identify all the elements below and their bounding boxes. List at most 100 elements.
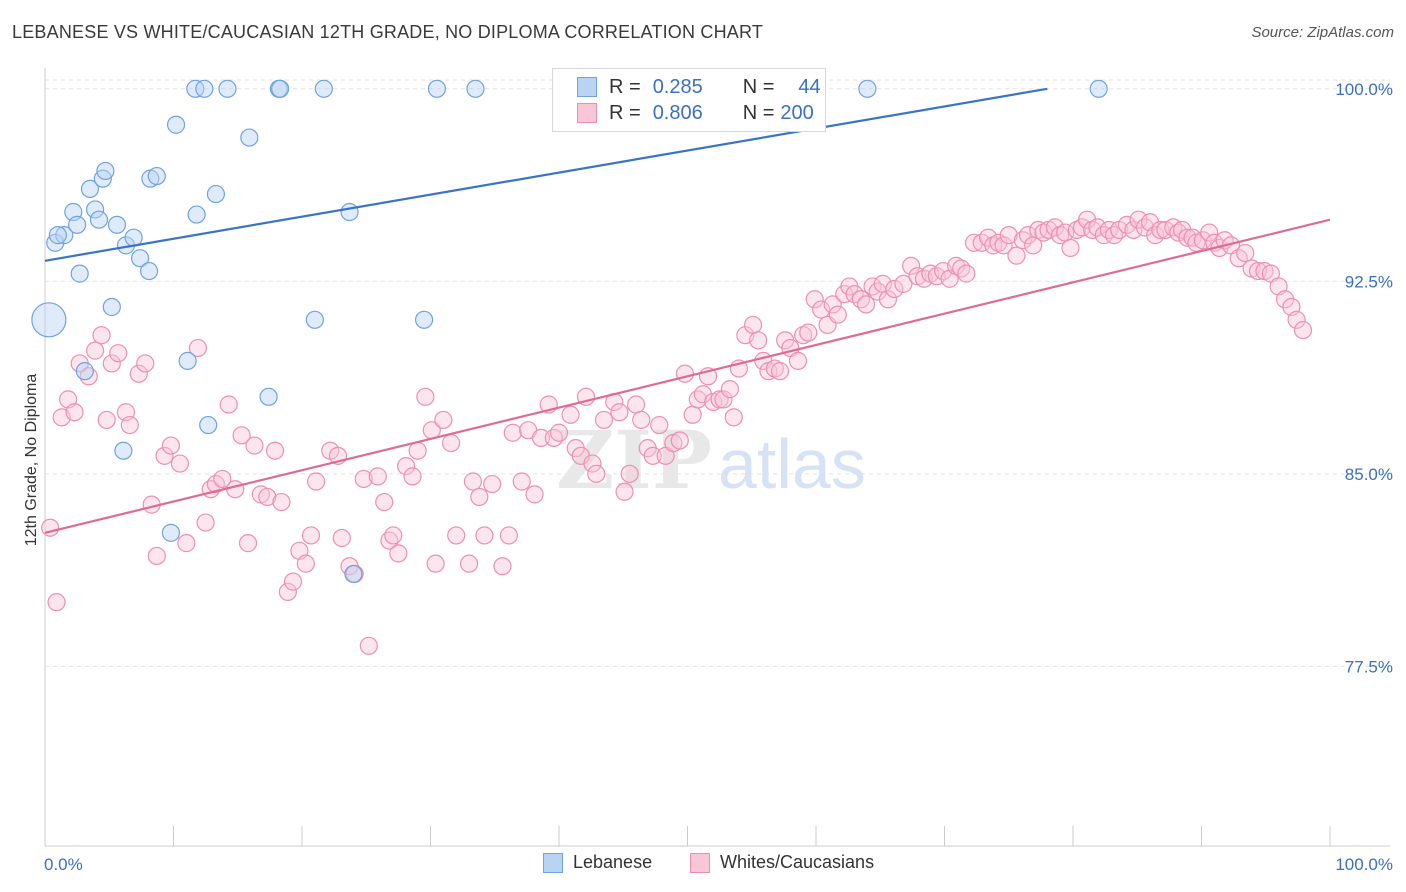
white-point (512, 472, 531, 491)
white-point (155, 446, 174, 465)
lebanese-point (858, 79, 877, 98)
legend-n-label: N = (742, 75, 775, 98)
white-point (693, 385, 713, 404)
white-point (434, 410, 453, 430)
white-point (828, 305, 847, 324)
white-point (894, 274, 913, 293)
white-point (389, 544, 408, 563)
white-point (426, 554, 445, 573)
white-point (720, 380, 740, 399)
white-point (620, 464, 639, 483)
white-point (610, 403, 629, 422)
white-point (1146, 226, 1165, 245)
white-point (770, 362, 790, 381)
white-point (92, 326, 111, 345)
white-point (272, 492, 291, 512)
white-point (805, 290, 824, 309)
white-point (188, 338, 208, 358)
x-tick-label: 0.0% (44, 855, 83, 874)
legend-item-whites[interactable]: Whites/Caucasians (690, 852, 874, 873)
lebanese-point (130, 249, 150, 268)
white-point (1013, 231, 1032, 250)
lebanese-point (195, 79, 214, 98)
white-point (878, 290, 898, 309)
white-point (265, 441, 285, 460)
white-point (1135, 218, 1155, 237)
white-point (615, 482, 634, 501)
white-point (749, 331, 768, 350)
lebanese-point (31, 302, 67, 338)
legend-swatch-lebanese (543, 852, 563, 873)
white-point (650, 415, 669, 435)
white-point (97, 410, 116, 430)
trend-line-whites (44, 218, 1331, 534)
white-point (219, 395, 238, 414)
white-point (688, 390, 707, 409)
white-point (354, 469, 373, 489)
white-point (129, 364, 148, 383)
lebanese-point (166, 115, 186, 134)
white-point (675, 364, 695, 383)
white-point (307, 472, 326, 491)
white-point (632, 410, 651, 430)
trend-lines (44, 87, 1331, 534)
white-point (683, 405, 702, 424)
white-point (863, 277, 882, 296)
white-point (396, 457, 416, 476)
white-point (788, 351, 808, 370)
lebanese-point (107, 215, 127, 234)
white-point (503, 423, 522, 442)
y-tick-label: 77.5% (1345, 657, 1393, 676)
white-point (957, 264, 976, 283)
white-point (283, 572, 303, 591)
watermark-atlas: atlas (718, 425, 866, 503)
lebanese-point (206, 184, 226, 204)
source-label: Source: ZipAtlas.com (1251, 24, 1394, 41)
white-point (470, 487, 489, 507)
lebanese-point (314, 79, 333, 98)
legend-n-value-whites: 200 (780, 101, 814, 124)
white-point (170, 454, 190, 473)
white-point (441, 433, 461, 453)
lebanese-point (427, 79, 447, 98)
white-point (384, 526, 403, 545)
white-point (525, 485, 544, 504)
lebanese-point (114, 441, 133, 460)
white-point (794, 326, 813, 345)
white-point (885, 279, 904, 299)
lebanese-point (199, 415, 218, 435)
trend-line-lebanese (44, 87, 1048, 262)
watermark: ZIP atlas (556, 413, 866, 507)
white-point (643, 446, 662, 465)
lebanese-point (1089, 79, 1108, 98)
white-point (86, 341, 105, 360)
legend-row-whites: R = 0.806 N = 200 (577, 101, 814, 125)
legend-item-lebanese[interactable]: Lebanese (543, 852, 652, 873)
axes (44, 68, 1390, 847)
white-point (670, 431, 689, 450)
white-point (301, 526, 321, 545)
lebanese-point (48, 226, 67, 245)
white-point (952, 259, 971, 278)
white-point (416, 387, 435, 406)
white-point (994, 236, 1013, 255)
white-point (626, 395, 646, 414)
x-tick-labels: 0.0% 100.0% (44, 855, 1393, 874)
white-point (447, 526, 466, 545)
lebanese-point (305, 310, 324, 329)
lebanese-point (68, 215, 87, 234)
legend-n-label: N = (742, 101, 775, 124)
white-point (1200, 223, 1219, 242)
lebanese-point (466, 79, 485, 98)
white-point (1236, 243, 1255, 263)
white-point (463, 472, 483, 491)
legend-swatch-whites (577, 103, 597, 123)
legend-r-label: R = (609, 75, 641, 98)
y-tick-label: 85.0% (1345, 465, 1393, 484)
lebanese-point (340, 202, 359, 222)
x-tick-label: 100.0% (1335, 855, 1393, 874)
white-point (147, 546, 166, 566)
lebanese-point (89, 210, 109, 229)
white-point (102, 354, 121, 373)
